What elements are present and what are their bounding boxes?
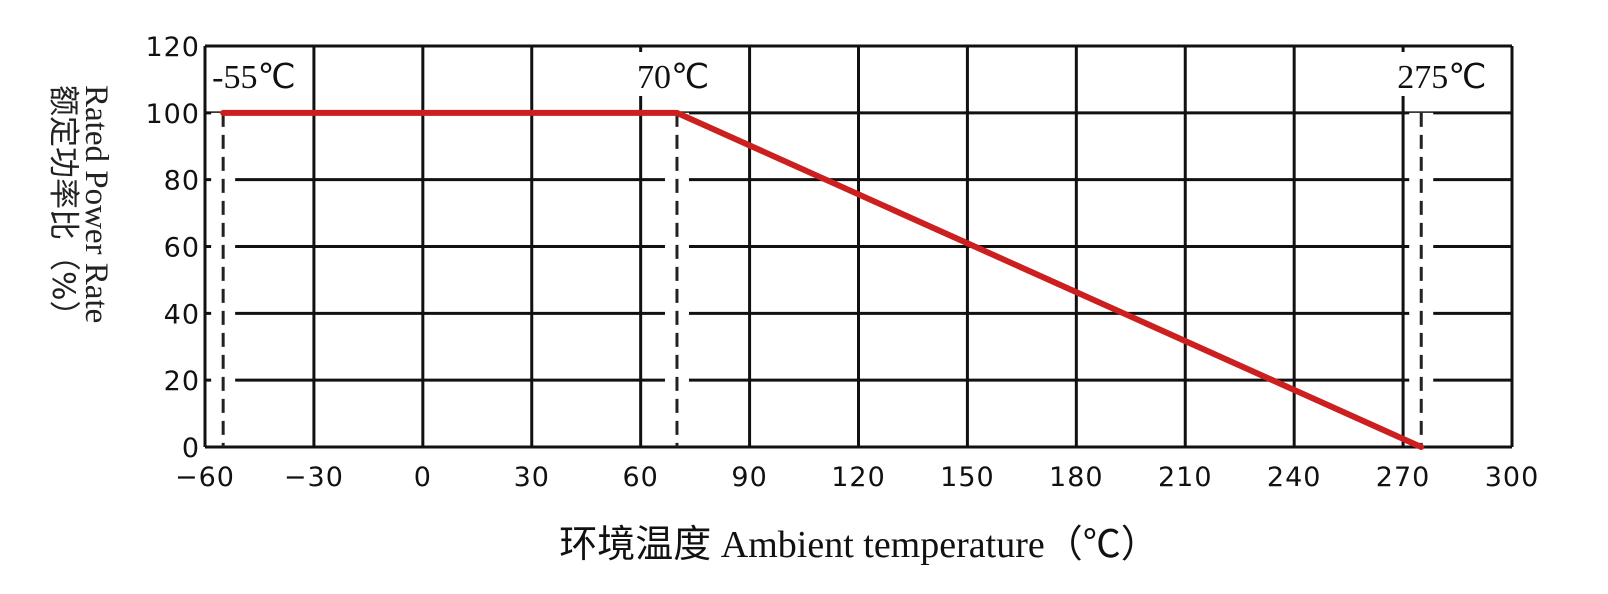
marker-label-bg <box>632 52 733 96</box>
y-tick-label: 40 <box>164 299 200 330</box>
marker-label: 275℃ <box>1397 59 1486 96</box>
marker-label: 70℃ <box>637 59 709 96</box>
x-tick-label: 0 <box>414 462 432 493</box>
temperature-markers: -55℃ 70℃ 275℃ <box>208 52 1504 447</box>
y-tick-label: 0 <box>182 433 200 464</box>
x-tick-label: −60 <box>175 462 235 493</box>
x-tick-label: 90 <box>731 462 767 493</box>
y-axis-label-en: Rated Power Rate <box>78 85 114 323</box>
x-tick-label: 270 <box>1376 462 1431 493</box>
chart-grid <box>203 44 1514 449</box>
x-tick-label: 210 <box>1158 462 1213 493</box>
x-tick-label: 180 <box>1049 462 1104 493</box>
y-tick-label: 20 <box>164 366 200 397</box>
y-tick-label: 100 <box>145 99 200 130</box>
x-tick-label: 120 <box>831 462 886 493</box>
chart-series <box>220 109 1425 450</box>
x-tick-label: 60 <box>622 462 658 493</box>
x-tick-label: 240 <box>1267 462 1322 493</box>
derating-curve <box>220 109 1425 450</box>
y-tick-label: 60 <box>164 233 200 264</box>
y-axis-label-cn: 额定功率比（%） <box>45 85 81 331</box>
x-axis-ticks: −60 −30 0 30 60 90 120 150 180 210 240 270 300 <box>175 462 1540 493</box>
y-tick-label: 80 <box>164 166 200 197</box>
marker-label-bg <box>208 52 309 96</box>
x-tick-label: 30 <box>514 462 550 493</box>
marker-label-bg <box>1393 52 1504 96</box>
x-tick-label: 150 <box>940 462 995 493</box>
y-tick-label: 120 <box>145 32 200 63</box>
x-tick-label: −30 <box>284 462 344 493</box>
marker-label: -55℃ <box>212 59 296 96</box>
x-axis-label: 环境温度 Ambient temperature（℃） <box>559 524 1158 566</box>
y-axis-ticks: 120 100 80 60 40 20 0 <box>145 32 200 464</box>
x-tick-label: 300 <box>1485 462 1540 493</box>
